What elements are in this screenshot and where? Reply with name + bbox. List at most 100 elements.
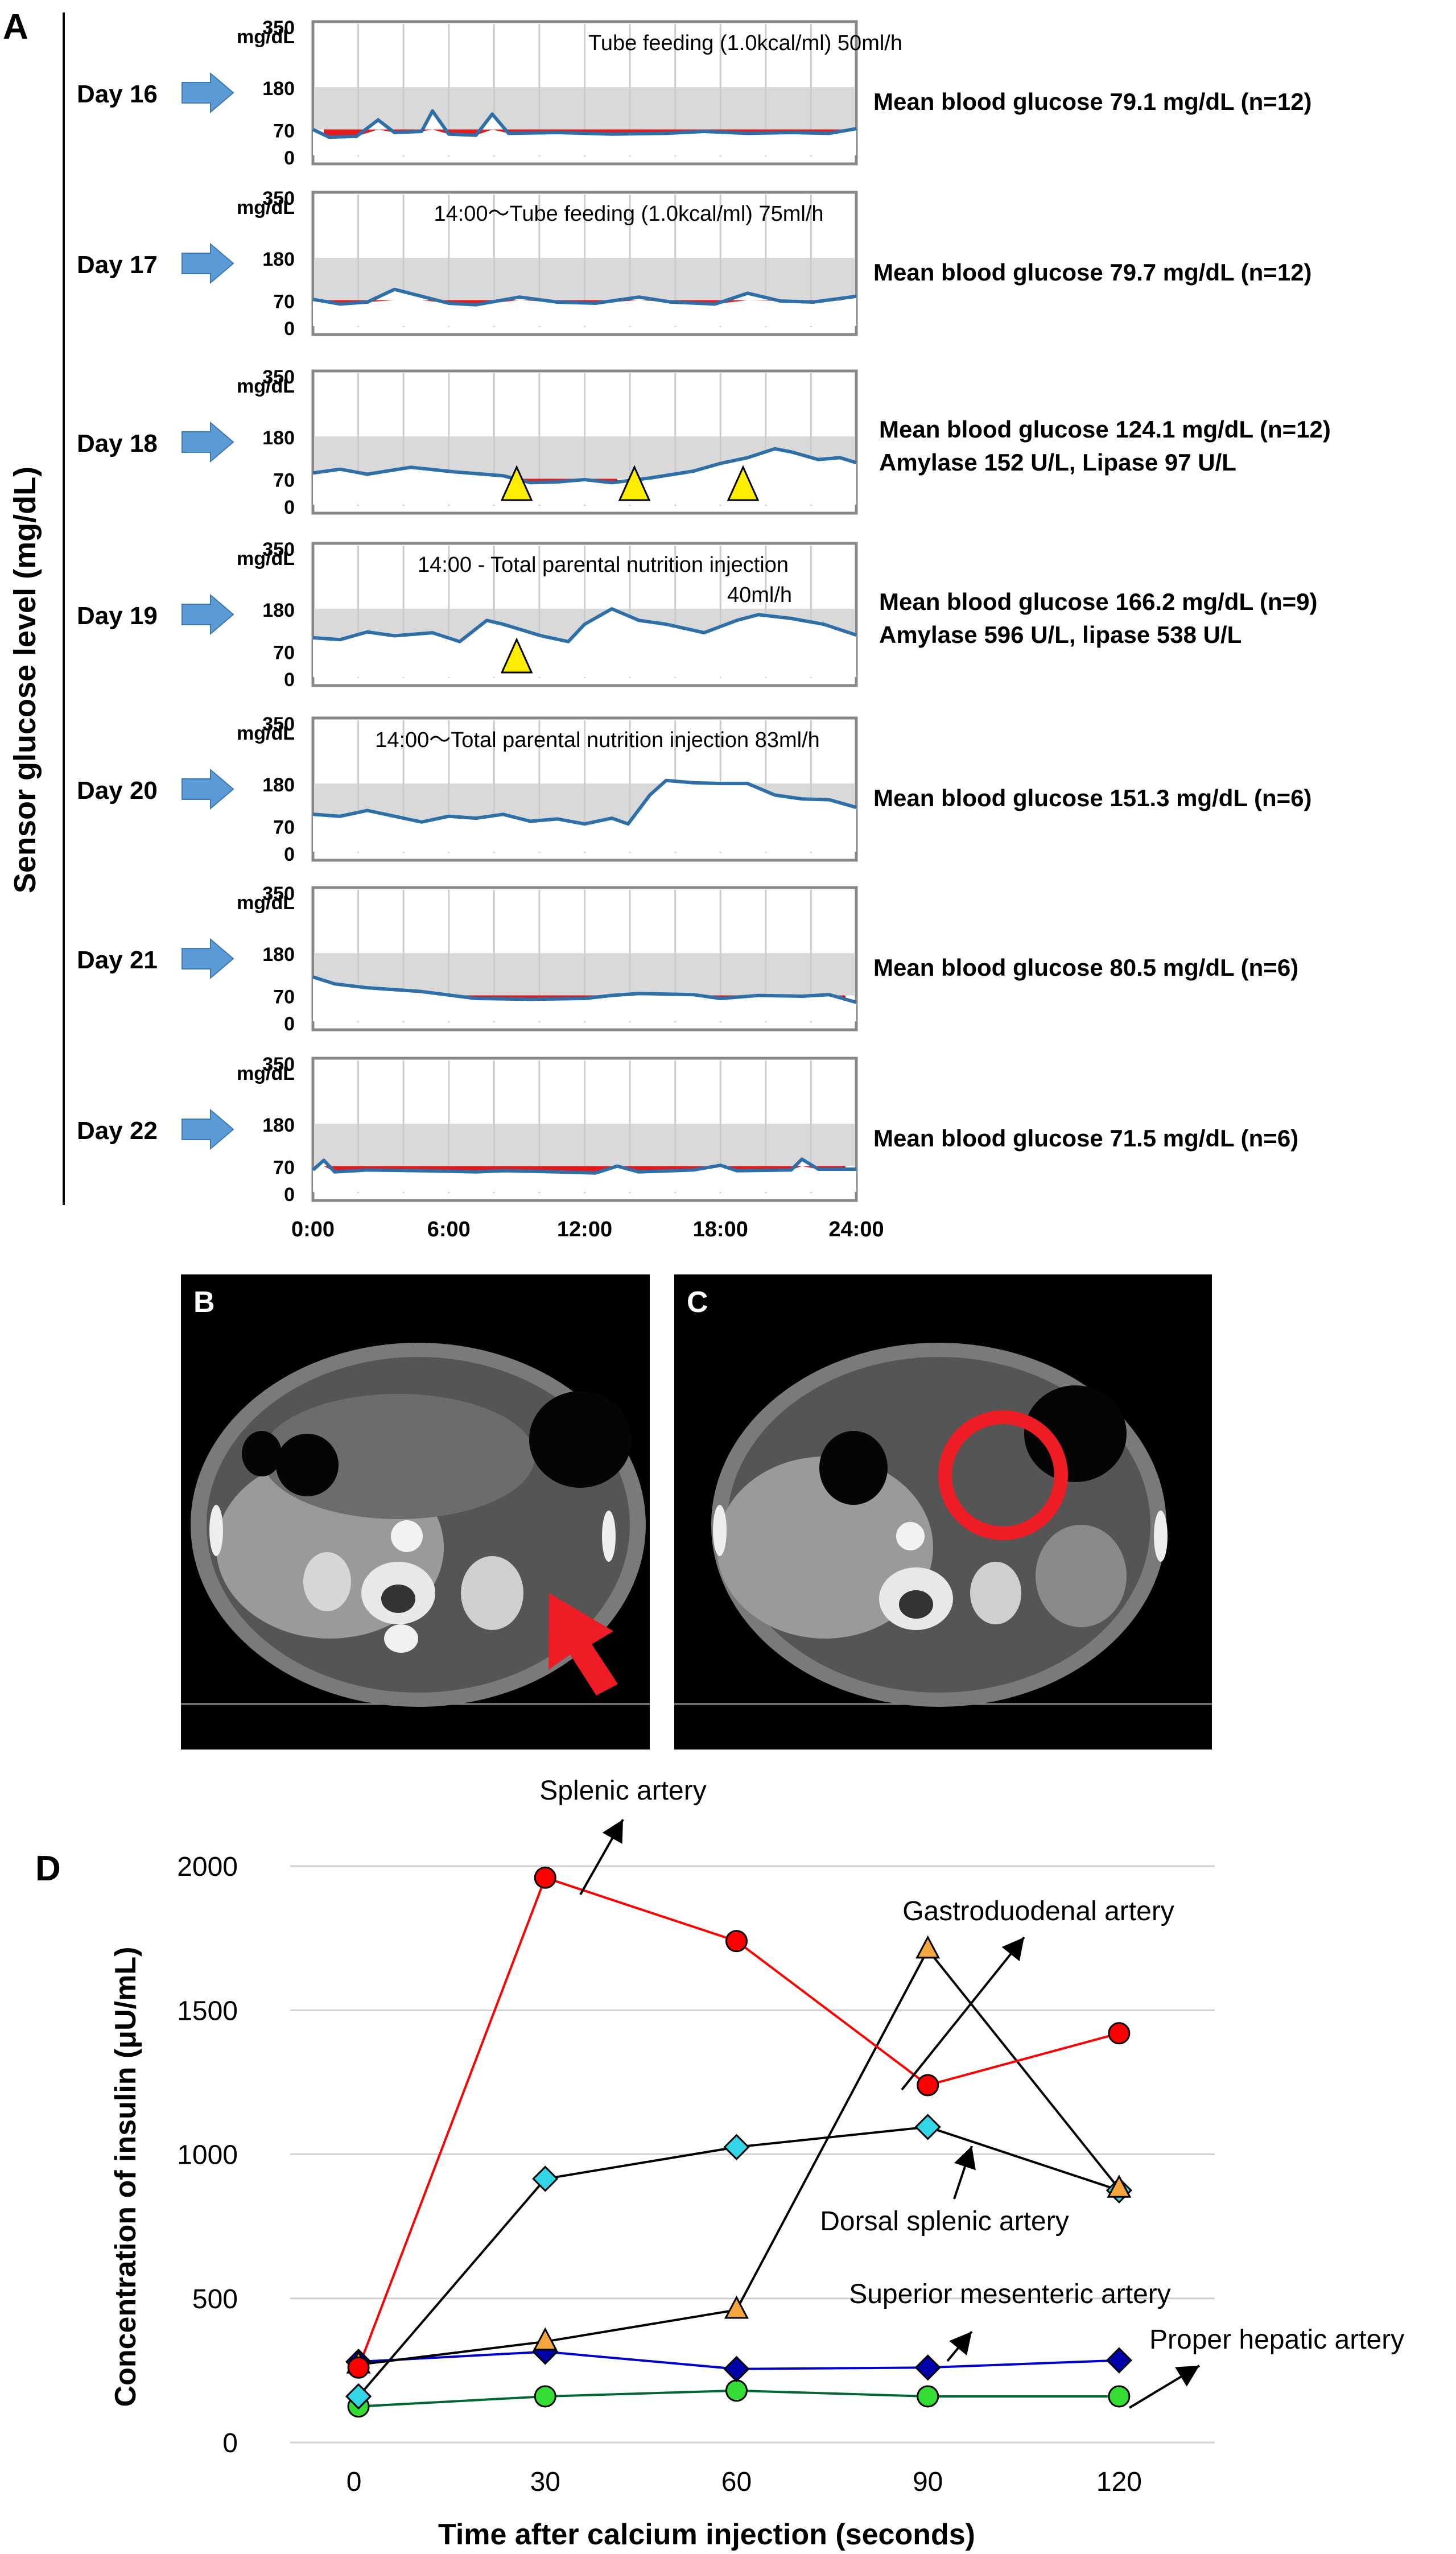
trace-mask [313, 289, 856, 326]
strip-y-tick: 70 [273, 470, 295, 492]
strip-y-tick: 350 [262, 188, 295, 209]
strip-y-tick: 0 [284, 669, 295, 691]
glucose-trace [312, 607, 857, 643]
strip-stat: Mean blood glucose 166.2 mg/dL (n=9) [879, 588, 1318, 615]
day-arrow-icon [182, 1108, 234, 1150]
chart-x-axis-label: Time after calcium injection (seconds) [438, 2518, 975, 2551]
panel-a-x-tick: 0:00 [291, 1218, 335, 1241]
strip-unit-label: mg/dL [237, 548, 295, 570]
strip-y-tick: 0 [284, 147, 295, 169]
chart-x-tick: 30 [530, 2467, 560, 2497]
callout-label-2: Dorsal splenic artery [820, 2206, 1069, 2237]
ct-scan-c: C [674, 1274, 1212, 1750]
day-arrow-icon [182, 938, 234, 980]
strip-annotation: 14:00〜Total parental nutrition injection… [375, 728, 820, 752]
chart-x-tick: 120 [1096, 2467, 1142, 2497]
strip-annotation-rate: 40ml/h [727, 583, 792, 607]
chart-x-tick: 90 [913, 2467, 943, 2497]
data-point-4-1 [534, 2385, 556, 2408]
day-arrow-icon [182, 242, 234, 284]
panel-a-x-axis: 0:00 6:00 12:00 18:00 24:00 [291, 1218, 884, 1241]
glucose-trace [312, 1157, 856, 1175]
data-point-0-3 [917, 2074, 939, 2097]
data-point-4-3 [917, 2385, 939, 2408]
strip-unit-label: mg/dL [237, 1063, 295, 1084]
glucose-trace [312, 287, 857, 307]
strip-day-18: 350 180 70 0 mg/dL Day 18 Mean blood glucose 1… [77, 366, 1331, 518]
glucose-trace [312, 975, 857, 1004]
strip-day-16: 350 180 70 0 mg/dL Day 16 Tube feeding (1.0kca… [77, 17, 1312, 169]
strip-annotation: 14:00 - Total parental nutrition injecti… [418, 553, 789, 577]
strip-y-tick: 350 [262, 17, 295, 39]
panel-a-x-tick: 12:00 [557, 1218, 612, 1241]
chart-y-tick: 1500 [177, 1996, 238, 2026]
strip-unit-label: mg/dL [237, 376, 295, 397]
day-label: Day 18 [77, 430, 158, 457]
panel-a-x-tick: 24:00 [828, 1218, 884, 1241]
event-marker-icon [500, 465, 533, 501]
trace-mask [313, 111, 856, 155]
callout-label-0: Splenic artery [539, 1776, 706, 1806]
data-point-3-3 [914, 2354, 941, 2381]
callout-arrowhead-icon [1175, 2366, 1199, 2387]
callout-arrowhead-icon [602, 1819, 623, 1844]
strip-y-tick: 350 [262, 713, 295, 735]
chart-y-axis-label: Concentration of insulin (μU/mL) [109, 1947, 142, 2407]
strip-y-tick: 350 [262, 366, 295, 388]
data-point-1-2 [724, 2295, 749, 2319]
data-point-2-2 [723, 2134, 750, 2160]
data-point-4-2 [725, 2379, 748, 2402]
strip-y-tick: 180 [262, 427, 295, 449]
strip-unit-label: mg/dL [237, 197, 295, 218]
day-label: Day 22 [77, 1117, 158, 1145]
strip-annotation: Tube feeding (1.0kcal/ml) 50ml/h [588, 31, 902, 55]
data-point-3-4 [1106, 2347, 1133, 2374]
callout-arrowhead-icon [949, 2332, 972, 2356]
callout-line-1 [901, 1936, 1025, 2091]
strip-stat: Mean blood glucose 80.5 mg/dL (n=6) [873, 954, 1298, 981]
strip-stat: Amylase 596 U/L, lipase 538 U/L [879, 621, 1241, 648]
day-label: Day 19 [77, 602, 158, 630]
strip-y-tick: 0 [284, 497, 295, 518]
day-label: Day 21 [77, 946, 158, 974]
day-label: Day 16 [77, 80, 158, 108]
panel-a-label: A [3, 7, 28, 47]
chart-y-tick: 500 [192, 2284, 238, 2314]
callout-label-1: Gastroduodenal artery [902, 1896, 1174, 1926]
strip-stat: Amylase 152 U/L, Lipase 97 U/L [879, 449, 1236, 476]
callout-arrowhead-icon [954, 2146, 976, 2171]
strip-unit-label: mg/dL [237, 26, 295, 48]
event-marker-icon [618, 465, 651, 501]
strip-day-17: 350 180 70 0 mg/dL Day 17 14:00〜Tube feeding (… [77, 188, 1312, 340]
strip-y-tick: 180 [262, 249, 295, 270]
panel-a-x-tick: 18:00 [693, 1218, 748, 1241]
trace-mask [313, 609, 856, 677]
strip-stat: Mean blood glucose 151.3 mg/dL (n=6) [873, 785, 1312, 811]
data-point-0-1 [534, 1866, 556, 1889]
chart-x-tick: 0 [347, 2467, 362, 2497]
panel-d-label: D [35, 1849, 61, 1888]
glucose-trace [312, 778, 857, 826]
strip-stat: Mean blood glucose 79.7 mg/dL (n=12) [873, 259, 1312, 286]
trace-mask [313, 780, 856, 852]
red-arrow-icon [548, 1593, 618, 1695]
strip-y-tick: 180 [262, 774, 295, 796]
strip-stat: Mean blood glucose 79.1 mg/dL (n=12) [873, 88, 1312, 115]
red-circle-annotation [938, 1410, 1068, 1540]
strip-y-tick: 0 [284, 1184, 295, 1206]
strip-day-22: 350 180 70 0 mg/dL Day 22 Mean blood glucose 7… [77, 1054, 1298, 1206]
strip-y-tick: 0 [284, 844, 295, 865]
strip-day-21: 350 180 70 0 mg/dL Day 21 Mean blood glucose 8… [77, 883, 1298, 1035]
chart-x-tick: 60 [721, 2467, 752, 2497]
strip-y-tick: 0 [284, 1013, 295, 1035]
strip-y-tick: 350 [262, 539, 295, 560]
data-point-0-2 [725, 1930, 748, 1953]
data-point-1-1 [533, 2327, 558, 2351]
strip-y-tick: 70 [273, 987, 295, 1008]
data-point-0-4 [1108, 2022, 1131, 2045]
panel-c-label: C [687, 1286, 708, 1319]
strip-y-tick: 70 [273, 817, 295, 839]
strip-day-19: 350 180 70 0 mg/dL Day 19 14:00 - Total parent… [77, 539, 1318, 691]
strip-unit-label: mg/dL [237, 723, 295, 744]
strip-y-tick: 350 [262, 883, 295, 905]
